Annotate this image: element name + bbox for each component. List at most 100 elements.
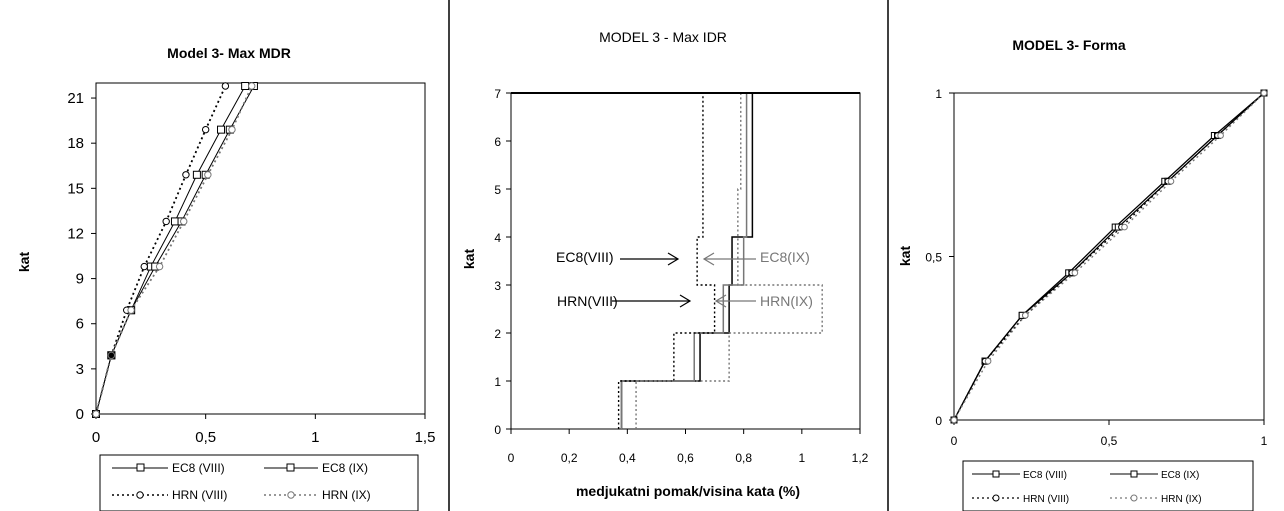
x-tick-label: 0 — [508, 451, 515, 465]
y-tick-label: 5 — [494, 183, 501, 197]
x-tick-label: 1,5 — [415, 429, 436, 446]
legend-label-ec8-ix: EC8 (IX) — [1161, 470, 1199, 481]
x-tick-label: 1 — [311, 429, 319, 446]
data-point-hrn-ix — [1022, 312, 1029, 319]
data-point-hrn-ix — [92, 410, 100, 418]
legend-marker-hrn-ix — [287, 491, 295, 499]
chart-idr-title: MODEL 3 - Max IDR — [599, 29, 727, 45]
legend-marker-ec8-viii — [992, 470, 1000, 478]
legend-label-ec8-ix: EC8 (IX) — [322, 461, 368, 475]
series-line-hrn-viii — [953, 92, 1265, 421]
y-tick-label: 7 — [494, 87, 501, 101]
data-point-hrn-ix — [1071, 269, 1079, 277]
y-tick-label: 2 — [494, 327, 501, 341]
y-tick-label: 9 — [76, 271, 84, 288]
annotation-hrn-viii: HRN(VIII) — [557, 293, 618, 309]
chart-mdr-plot-area — [95, 82, 426, 415]
series-line-ec8-viii — [95, 85, 246, 415]
x-tick-label: 1 — [798, 451, 805, 465]
chart-mdr-legend: EC8 (VIII) EC8 (IX) HRN (VIII) HRN (IX) — [99, 454, 419, 511]
data-point-ec8-viii — [192, 170, 201, 179]
chart-idr-ylabel: kat — [461, 249, 477, 270]
y-tick-label: 6 — [494, 135, 501, 149]
chart-mdr: Model 3- Max MDR kat 0 3 6 9 12 15 18 21 0 0,5 1 1,… — [16, 45, 435, 511]
data-point-ec8-viii — [241, 82, 250, 91]
y-tick-label: 3 — [76, 361, 84, 378]
legend-label-hrn-viii: HRN (VIII) — [1023, 494, 1069, 505]
y-tick-label: 6 — [76, 316, 84, 333]
legend-marker-hrn-viii — [992, 494, 1000, 502]
x-tick-label: 0 — [92, 429, 100, 446]
data-point-hrn-ix — [155, 262, 164, 271]
x-tick-label: 1,2 — [852, 451, 869, 465]
annotation-arrowhead-hrn-viii — [679, 294, 692, 308]
series-line-ec8-ix — [953, 92, 1265, 421]
y-tick-label: 0 — [935, 414, 942, 428]
chart-mdr-title: Model 3- Max MDR — [167, 45, 291, 61]
data-point-hrn-ix — [180, 217, 188, 226]
annotation-ec8-ix: EC8(IX) — [760, 249, 810, 265]
data-point-hrn-ix — [950, 416, 958, 424]
annotation-arrowhead-hrn-ix — [714, 294, 727, 308]
annotation-arrowhead-ec8-ix — [702, 252, 715, 266]
x-tick-label: 0,6 — [677, 451, 694, 465]
data-point-hrn-ix — [248, 82, 256, 90]
x-tick-label: 1 — [1261, 434, 1268, 448]
legend-label-hrn-viii: HRN (VIII) — [172, 488, 227, 502]
legend-label-ec8-viii: EC8 (VIII) — [1023, 470, 1067, 481]
data-point-hrn-viii — [201, 125, 210, 134]
chart-idr-xlabel: medjukatni pomak/visina kata (%) — [576, 483, 800, 499]
data-point-ec8-viii — [217, 125, 226, 134]
data-point-hrn-ix — [1217, 132, 1224, 139]
y-tick-label: 3 — [494, 279, 501, 293]
chart-forma: MODEL 3- Forma kat 0 0,5 1 0 0,5 1 EC8 (VIII)… — [897, 37, 1268, 511]
y-tick-label: 18 — [67, 135, 84, 152]
y-tick-label: 12 — [67, 225, 84, 242]
legend-label-hrn-ix: HRN (IX) — [322, 488, 371, 502]
annotation-arrowhead-ec8-viii — [667, 252, 680, 266]
series-line-hrn-ix — [953, 92, 1265, 421]
chart-forma-legend: EC8 (VIII) EC8 (IX) HRN (VIII) HRN (IX) — [962, 460, 1254, 511]
data-point-hrn-ix — [228, 125, 236, 134]
data-point-hrn-viii — [140, 262, 148, 271]
data-point-hrn-ix — [107, 351, 116, 360]
data-point-hrn-ix — [984, 357, 992, 365]
data-point-hrn-viii — [182, 171, 190, 179]
series-line-ec8-ix — [95, 85, 255, 415]
y-tick-label: 1 — [494, 375, 501, 389]
legend-marker-hrn-viii — [136, 491, 144, 499]
chart-mdr-ylabel: kat — [16, 252, 32, 273]
series-line-ec8-viii — [953, 92, 1265, 421]
x-tick-label: 0,4 — [619, 451, 636, 465]
legend-label-ec8-viii: EC8 (VIII) — [172, 461, 225, 475]
data-point-hrn-viii — [221, 82, 230, 90]
series-line-ec8-ix — [620, 93, 748, 429]
x-tick-label: 0 — [951, 434, 958, 448]
y-tick-label: 4 — [494, 231, 501, 245]
legend-marker-ec8-ix — [1130, 470, 1138, 478]
chart-forma-plot-area — [953, 92, 1265, 421]
x-tick-label: 0,5 — [1101, 434, 1118, 448]
data-point-hrn-ix — [1167, 177, 1175, 185]
series-line-ec8-viii — [620, 93, 754, 429]
data-point-hrn-ix — [1121, 223, 1128, 231]
legend-marker-ec8-viii — [136, 463, 145, 472]
data-point-hrn-ix — [127, 306, 135, 314]
y-tick-label: 1 — [935, 87, 942, 101]
data-point-hrn-ix — [204, 171, 212, 179]
y-tick-label: 0 — [494, 423, 501, 437]
chart-forma-legend-box — [962, 460, 1254, 511]
data-point-ec8-viii — [170, 217, 179, 226]
data-point-hrn-viii — [162, 217, 170, 226]
legend-marker-ec8-ix — [286, 463, 295, 472]
chart-idr-annotations: EC8(VIII) EC8(IX) HRN(VIII) HRN(IX) — [556, 249, 813, 309]
x-tick-label: 0,5 — [195, 429, 216, 446]
y-tick-label: 0 — [76, 406, 84, 423]
legend-marker-hrn-ix — [1130, 494, 1138, 502]
data-point-hrn-ix — [1260, 89, 1268, 97]
series-line-hrn-viii — [95, 85, 227, 415]
legend-label-hrn-ix: HRN (IX) — [1161, 494, 1202, 505]
chart-forma-title: MODEL 3- Forma — [1012, 37, 1126, 53]
annotation-ec8-viii: EC8(VIII) — [556, 249, 614, 265]
